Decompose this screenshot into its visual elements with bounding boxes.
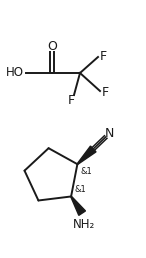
- Text: N: N: [105, 126, 115, 140]
- Text: O: O: [47, 39, 57, 52]
- Polygon shape: [77, 146, 96, 164]
- Text: HO: HO: [6, 67, 24, 79]
- Text: F: F: [99, 50, 107, 62]
- Polygon shape: [71, 196, 85, 215]
- Text: NH₂: NH₂: [73, 218, 95, 231]
- Text: F: F: [67, 93, 75, 107]
- Text: &1: &1: [80, 167, 92, 176]
- Text: &1: &1: [74, 186, 86, 195]
- Text: F: F: [101, 86, 109, 100]
